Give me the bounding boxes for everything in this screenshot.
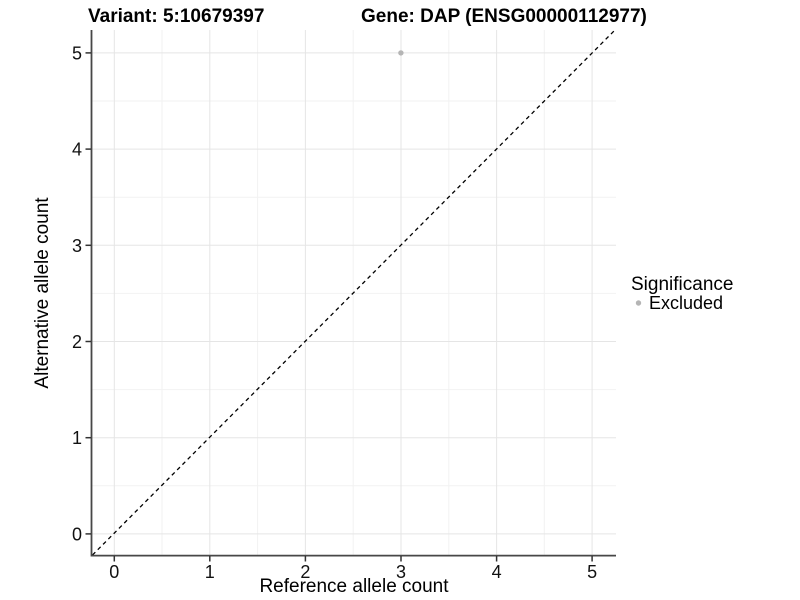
axis-lines xyxy=(90,30,616,557)
x-tick-5: 5 xyxy=(587,562,597,582)
identity-reference-line xyxy=(92,29,616,556)
x-tick-2: 2 xyxy=(300,562,310,582)
y-tick-2: 2 xyxy=(72,332,82,352)
variant-title: Variant: 5:10679397 xyxy=(88,6,264,27)
x-axis-title: Reference allele count xyxy=(259,576,449,597)
x-tick-4: 4 xyxy=(492,562,502,582)
y-axis-ticks xyxy=(85,52,91,535)
gene-title: Gene: DAP (ENSG00000112977) xyxy=(361,6,647,27)
x-tick-3: 3 xyxy=(396,562,406,582)
grid-major xyxy=(92,30,616,555)
y-tick-0: 0 xyxy=(72,524,82,544)
y-tick-3: 3 xyxy=(72,236,82,256)
legend-title: Significance xyxy=(631,274,733,295)
x-tick-0: 0 xyxy=(109,562,119,582)
grid-minor xyxy=(92,30,616,555)
legend-entry-excluded: Excluded xyxy=(649,293,723,313)
x-tick-1: 1 xyxy=(205,562,215,582)
y-tick-1: 1 xyxy=(72,428,82,448)
x-axis-ticks xyxy=(113,556,593,562)
y-tick-4: 4 xyxy=(72,140,82,160)
legend: Significance Excluded xyxy=(631,274,733,313)
data-point-excluded xyxy=(398,50,404,56)
y-axis-tick-labels: 0 1 2 3 4 5 xyxy=(72,43,82,544)
x-axis-tick-labels: 0 1 2 3 4 5 xyxy=(109,562,597,582)
y-axis-title: Alternative allele count xyxy=(32,197,53,389)
legend-key-dot xyxy=(635,300,642,306)
y-tick-5: 5 xyxy=(72,43,82,63)
